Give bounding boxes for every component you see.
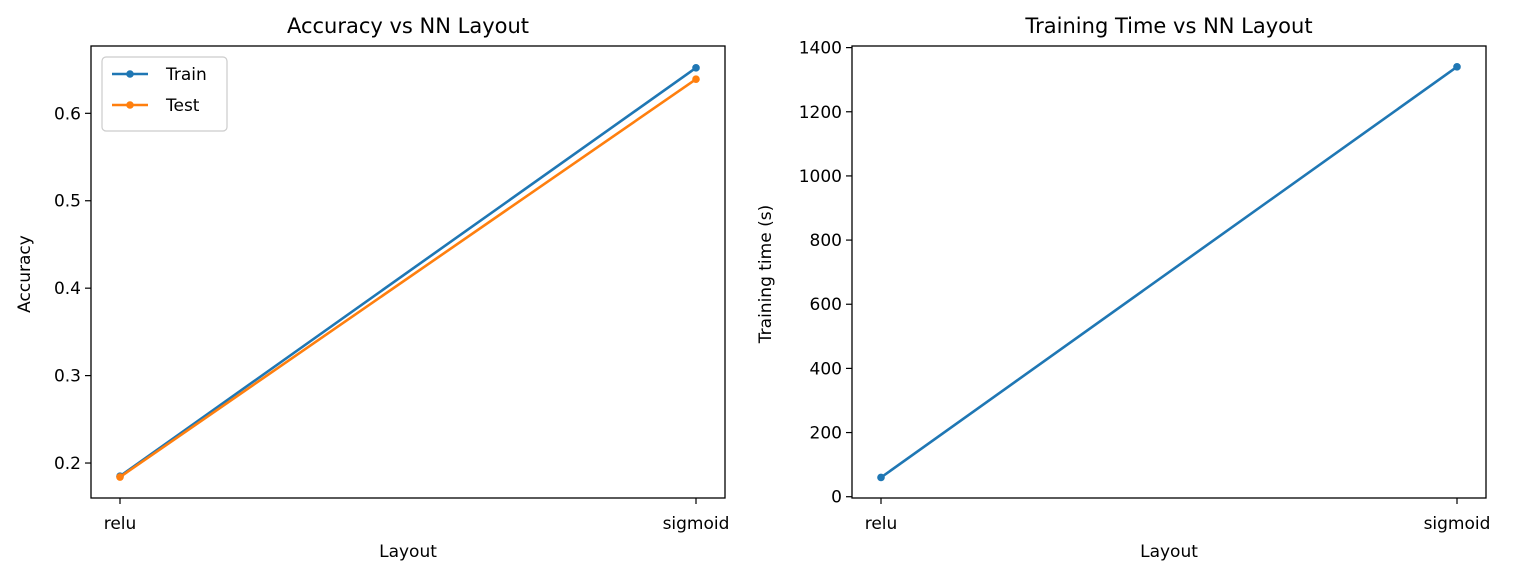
x-tick-label: sigmoid: [1424, 514, 1491, 534]
data-point: [116, 473, 124, 481]
y-tick-label: 800: [810, 231, 842, 251]
plot-area: 0 200 400 600 800 1000 1200 1400 relu sigmoid: [799, 39, 1491, 534]
y-tick-label: 1400: [799, 39, 842, 59]
series-line: [119, 66, 697, 478]
y-tick-label: 1200: [799, 103, 842, 123]
y-tick-label: 600: [810, 295, 842, 315]
data-point: [877, 473, 885, 482]
legend-marker: [126, 101, 134, 109]
y-tick-label: 1000: [799, 167, 842, 187]
y-tick-label: 0.3: [54, 367, 81, 387]
series-line: [119, 78, 697, 479]
y-tick-label: 0.6: [54, 104, 81, 124]
x-axis-label: Layout: [379, 542, 437, 562]
plot-area: 0.2 0.3 0.4 0.5 0.6 relu sigmoid Train Test: [54, 45, 730, 534]
y-axis-label: Training time (s): [756, 205, 776, 344]
y-tick-label: 200: [810, 424, 842, 444]
x-tick-label: relu: [104, 514, 137, 534]
accuracy-chart: Accuracy vs NN Layout Layout Accuracy 0.…: [15, 14, 729, 562]
y-axis-label: Accuracy: [15, 235, 35, 313]
y-tick-label: 0.5: [54, 192, 81, 212]
axes-frame: [90, 45, 726, 499]
x-tick-label: sigmoid: [663, 514, 730, 534]
series-line: [880, 65, 1458, 479]
y-tick-label: 0.4: [54, 279, 81, 299]
chart-title: Training Time vs NN Layout: [1024, 14, 1312, 38]
y-tick-label: 0: [831, 488, 842, 508]
y-tick-label: 0.2: [54, 454, 81, 474]
data-point: [1453, 63, 1461, 71]
y-tick-label: 400: [810, 359, 842, 379]
data-point: [692, 75, 700, 84]
training-time-chart: Training Time vs NN Layout Layout Traini…: [756, 14, 1490, 562]
chart-title: Accuracy vs NN Layout: [287, 14, 529, 38]
data-point: [692, 64, 700, 72]
axes-frame: [851, 45, 1487, 499]
x-axis-label: Layout: [1140, 542, 1198, 562]
legend-box: [101, 56, 228, 132]
x-tick-label: relu: [865, 514, 898, 534]
legend-label: Test: [165, 96, 200, 116]
legend-marker: [126, 70, 134, 78]
legend-label: Train: [165, 65, 207, 85]
legend: Train Test: [101, 56, 228, 132]
